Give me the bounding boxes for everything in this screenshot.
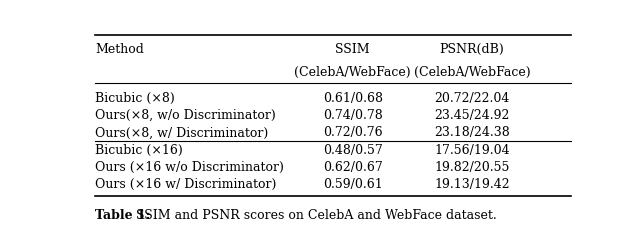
Text: SSIM and PSNR scores on CelebA and WebFace dataset.: SSIM and PSNR scores on CelebA and WebFa… bbox=[132, 209, 497, 222]
Text: Ours (×16 w/o Discriminator): Ours (×16 w/o Discriminator) bbox=[95, 161, 284, 174]
Text: (CelebA/WebFace): (CelebA/WebFace) bbox=[413, 66, 530, 79]
Text: Table 1:: Table 1: bbox=[95, 209, 150, 222]
Text: Ours(×8, w/ Discriminator): Ours(×8, w/ Discriminator) bbox=[95, 126, 268, 139]
Text: 0.48/0.57: 0.48/0.57 bbox=[323, 144, 383, 156]
Text: 0.61/0.68: 0.61/0.68 bbox=[323, 92, 383, 105]
Text: SSIM: SSIM bbox=[335, 43, 370, 56]
Text: Method: Method bbox=[95, 43, 144, 56]
Text: 0.74/0.78: 0.74/0.78 bbox=[323, 109, 383, 122]
Text: 17.56/19.04: 17.56/19.04 bbox=[434, 144, 509, 156]
Text: 0.59/0.61: 0.59/0.61 bbox=[323, 178, 383, 191]
Text: 19.13/19.42: 19.13/19.42 bbox=[434, 178, 509, 191]
Text: (CelebA/WebFace): (CelebA/WebFace) bbox=[294, 66, 411, 79]
Text: 20.72/22.04: 20.72/22.04 bbox=[434, 92, 509, 105]
Text: 23.18/24.38: 23.18/24.38 bbox=[434, 126, 509, 139]
Text: Bicubic (×8): Bicubic (×8) bbox=[95, 92, 175, 105]
Text: 23.45/24.92: 23.45/24.92 bbox=[434, 109, 509, 122]
Text: Bicubic (×16): Bicubic (×16) bbox=[95, 144, 182, 156]
Text: 0.62/0.67: 0.62/0.67 bbox=[323, 161, 383, 174]
Text: 0.72/0.76: 0.72/0.76 bbox=[323, 126, 383, 139]
Text: 19.82/20.55: 19.82/20.55 bbox=[434, 161, 509, 174]
Text: PSNR(dB): PSNR(dB) bbox=[440, 43, 504, 56]
Text: Ours (×16 w/ Discriminator): Ours (×16 w/ Discriminator) bbox=[95, 178, 276, 191]
Text: Ours(×8, w/o Discriminator): Ours(×8, w/o Discriminator) bbox=[95, 109, 276, 122]
